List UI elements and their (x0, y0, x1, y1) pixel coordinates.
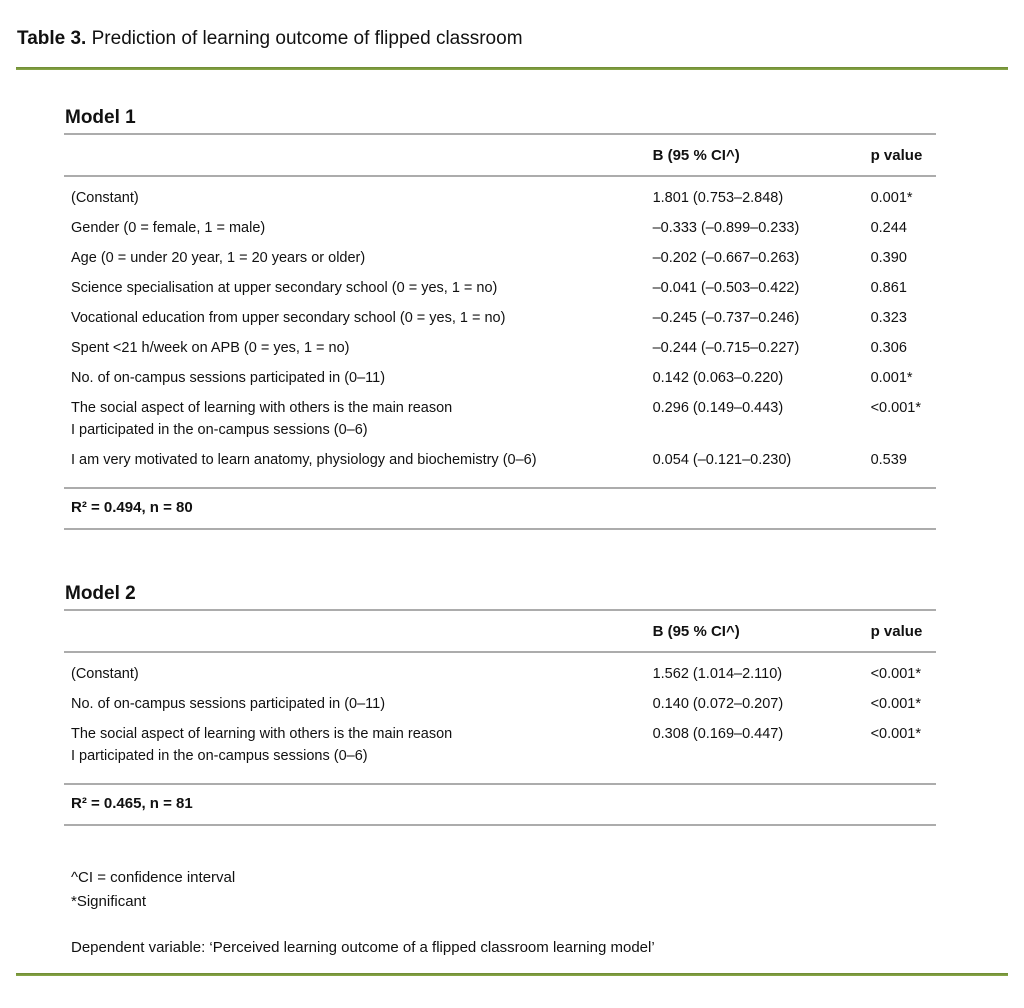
table-row: (Constant) 1.562 (1.014–2.110) <0.001* (64, 652, 936, 689)
row-label-line2: I participated in the on-campus sessions… (71, 748, 368, 764)
table-content-area: Model 1 B (95 % CI^) p value (Constant) … (64, 106, 936, 960)
model-2-title: Model 2 (64, 582, 936, 611)
table-row: The social aspect of learning with other… (64, 719, 936, 785)
table-row: Science specialisation at upper secondar… (64, 273, 936, 303)
row-b-ci-value: –0.333 (–0.899–0.233) (652, 220, 800, 236)
table-row: I am very motivated to learn anatomy, ph… (64, 445, 936, 489)
header-b-ci: B (95 % CI^) (652, 611, 871, 653)
row-p-value: 0.244 (870, 220, 907, 236)
row-p-value: 0.306 (870, 340, 907, 356)
row-label: No. of on-campus sessions participated i… (71, 370, 386, 386)
header-p-value: p value (870, 611, 936, 653)
row-b-ci-value: 0.140 (0.072–0.207) (652, 696, 784, 712)
model-1-title: Model 1 (64, 106, 936, 135)
row-p-value: 0.323 (870, 310, 907, 326)
row-label: The social aspect of learning with other… (71, 726, 453, 742)
footnote-significant: *Significant (71, 893, 147, 910)
row-label: I am very motivated to learn anatomy, ph… (71, 452, 537, 468)
dependent-variable-note: Dependent variable: ‘Perceived learning … (71, 939, 655, 956)
header-p-value: p value (870, 135, 936, 177)
table-row: The social aspect of learning with other… (64, 393, 936, 445)
model-2-table: B (95 % CI^) p value (Constant) 1.562 (1… (64, 611, 936, 785)
header-b-ci: B (95 % CI^) (652, 135, 871, 177)
row-b-ci-value: 1.562 (1.014–2.110) (652, 666, 783, 682)
row-label: No. of on-campus sessions participated i… (71, 696, 386, 712)
table-row: No. of on-campus sessions participated i… (64, 689, 936, 719)
table-caption-label: Table 3. (17, 28, 87, 49)
table-row: Vocational education from upper secondar… (64, 303, 936, 333)
table-caption-text: Prediction of learning outcome of flippe… (86, 28, 523, 49)
model-1-table: B (95 % CI^) p value (Constant) 1.801 (0… (64, 135, 936, 489)
row-p-value: 0.390 (870, 250, 907, 266)
row-p-value: <0.001* (870, 400, 921, 416)
row-label-line2: I participated in the on-campus sessions… (71, 422, 368, 438)
row-b-ci-value: 0.142 (0.063–0.220) (652, 370, 784, 386)
footnotes: ^CI = confidence interval *Significant (71, 866, 936, 914)
table-row: Gender (0 = female, 1 = male) –0.333 (–0… (64, 213, 936, 243)
accent-rule-bottom (16, 973, 1008, 976)
row-p-value: 0.861 (870, 280, 907, 296)
header-empty-cell (64, 135, 653, 177)
model-1-header-row: B (95 % CI^) p value (64, 135, 936, 177)
model-1-section: Model 1 B (95 % CI^) p value (Constant) … (64, 106, 936, 530)
table-row: Spent <21 h/week on APB (0 = yes, 1 = no… (64, 333, 936, 363)
row-p-value: <0.001* (870, 666, 921, 682)
header-empty-cell (64, 611, 653, 653)
row-label: (Constant) (71, 190, 139, 206)
model-2-section: Model 2 B (95 % CI^) p value (Constant) … (64, 582, 936, 826)
row-label: Science specialisation at upper secondar… (71, 280, 498, 296)
row-label: Vocational education from upper secondar… (71, 310, 506, 326)
accent-rule-top (16, 67, 1008, 70)
model-2-header-row: B (95 % CI^) p value (64, 611, 936, 653)
row-b-ci-value: 0.308 (0.169–0.447) (652, 719, 871, 785)
row-b-ci-value: 0.054 (–0.121–0.230) (652, 445, 871, 489)
table-row: No. of on-campus sessions participated i… (64, 363, 936, 393)
row-b-ci-value: –0.041 (–0.503–0.422) (652, 280, 800, 296)
row-b-ci-value: –0.245 (–0.737–0.246) (652, 310, 800, 326)
table-row: (Constant) 1.801 (0.753–2.848) 0.001* (64, 176, 936, 213)
row-label: Spent <21 h/week on APB (0 = yes, 1 = no… (71, 340, 350, 356)
table-row: Age (0 = under 20 year, 1 = 20 years or … (64, 243, 936, 273)
row-label: The social aspect of learning with other… (71, 400, 453, 416)
row-p-value: 0.539 (870, 445, 936, 489)
paper-page: Table 3. Prediction of learning outcome … (16, 26, 1008, 976)
row-label: Age (0 = under 20 year, 1 = 20 years or … (71, 250, 366, 266)
row-b-ci-value: 0.296 (0.149–0.443) (652, 400, 784, 416)
row-p-value: <0.001* (870, 719, 936, 785)
row-b-ci-value: –0.202 (–0.667–0.263) (652, 250, 800, 266)
row-label: Gender (0 = female, 1 = male) (71, 220, 266, 236)
model-1-r-squared-note: R² = 0.494, n = 80 (64, 489, 936, 530)
row-label: (Constant) (71, 666, 139, 682)
model-2-r-squared-note: R² = 0.465, n = 81 (64, 785, 936, 826)
row-b-ci-value: 1.801 (0.753–2.848) (652, 190, 784, 206)
row-b-ci-value: –0.244 (–0.715–0.227) (652, 340, 800, 356)
row-p-value: 0.001* (870, 190, 913, 206)
footnote-ci: ^CI = confidence interval (71, 869, 236, 886)
table-caption: Table 3. Prediction of learning outcome … (17, 26, 1008, 52)
row-p-value: <0.001* (870, 696, 921, 712)
row-p-value: 0.001* (870, 370, 913, 386)
